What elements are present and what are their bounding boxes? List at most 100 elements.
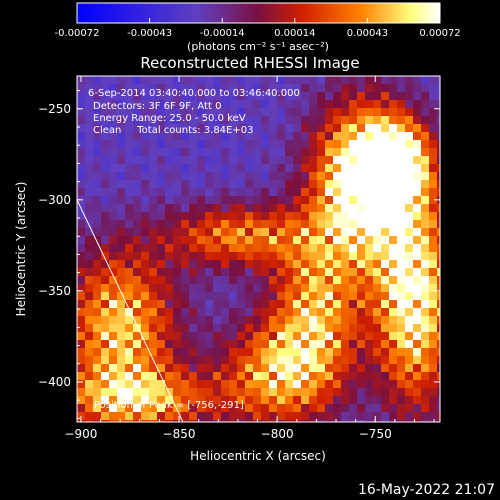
heatmap-cell bbox=[389, 84, 397, 92]
heatmap-cell bbox=[333, 316, 341, 324]
heatmap-cell bbox=[77, 300, 85, 308]
heatmap-cell bbox=[373, 204, 381, 212]
heatmap-cell bbox=[213, 236, 221, 244]
heatmap-cell bbox=[277, 300, 285, 308]
heatmap-cell bbox=[277, 148, 285, 156]
heatmap-cell bbox=[205, 148, 213, 156]
heatmap-cell bbox=[85, 172, 93, 180]
heatmap-cell bbox=[421, 76, 429, 84]
heatmap-cell bbox=[125, 364, 133, 372]
heatmap-cell bbox=[109, 204, 117, 212]
heatmap-cell bbox=[149, 204, 157, 212]
heatmap-cell bbox=[157, 332, 165, 340]
heatmap-cell bbox=[333, 396, 341, 404]
heatmap-cell bbox=[189, 420, 197, 422]
heatmap-cell bbox=[405, 356, 413, 364]
heatmap-cell bbox=[285, 404, 293, 412]
heatmap-cell bbox=[253, 420, 261, 422]
heatmap-cell bbox=[301, 92, 309, 100]
heatmap-cell bbox=[173, 228, 181, 236]
heatmap-cell bbox=[77, 148, 85, 156]
heatmap-cell bbox=[93, 204, 101, 212]
heatmap-cell bbox=[245, 268, 253, 276]
heatmap-cell bbox=[77, 244, 85, 252]
heatmap-cell bbox=[421, 268, 429, 276]
heatmap-cell bbox=[157, 276, 165, 284]
heatmap-cell bbox=[85, 348, 93, 356]
heatmap-cell bbox=[429, 156, 437, 164]
heatmap-cell bbox=[149, 276, 157, 284]
heatmap-cell bbox=[325, 388, 333, 396]
heatmap-cell bbox=[237, 324, 245, 332]
heatmap-cell bbox=[157, 348, 165, 356]
heatmap-cell bbox=[405, 268, 413, 276]
heatmap-cell bbox=[125, 404, 133, 412]
heatmap-cell bbox=[437, 108, 440, 116]
heatmap-cell bbox=[397, 276, 405, 284]
heatmap-cell bbox=[77, 284, 85, 292]
heatmap-cell bbox=[165, 276, 173, 284]
heatmap-cell bbox=[317, 180, 325, 188]
heatmap-cell bbox=[389, 204, 397, 212]
heatmap-cell bbox=[125, 332, 133, 340]
heatmap-cell bbox=[341, 228, 349, 236]
heatmap-cell bbox=[181, 164, 189, 172]
heatmap-cell bbox=[405, 300, 413, 308]
heatmap-cell bbox=[309, 244, 317, 252]
heatmap-cell bbox=[357, 76, 365, 84]
heatmap-cell bbox=[253, 412, 261, 420]
heatmap-cell bbox=[221, 332, 229, 340]
heatmap-cell bbox=[261, 316, 269, 324]
heatmap-cell bbox=[229, 284, 237, 292]
heatmap-cell bbox=[117, 244, 125, 252]
heatmap-cell bbox=[397, 124, 405, 132]
heatmap-cell bbox=[261, 380, 269, 388]
heatmap-cell bbox=[245, 124, 253, 132]
heatmap-cell bbox=[285, 364, 293, 372]
heatmap-cell bbox=[85, 372, 93, 380]
heatmap-cell bbox=[237, 244, 245, 252]
heatmap-cell bbox=[189, 396, 197, 404]
heatmap-cell bbox=[189, 132, 197, 140]
heatmap-cell bbox=[101, 372, 109, 380]
colorbar-ticks: -0.00072 -0.00043 -0.00014 0.00014 0.00043 0.… bbox=[55, 18, 461, 39]
heatmap-cell bbox=[165, 204, 173, 212]
heatmap-cell bbox=[85, 244, 93, 252]
heatmap-cell bbox=[213, 364, 221, 372]
heatmap-cell bbox=[205, 276, 213, 284]
heatmap-cell bbox=[413, 244, 421, 252]
heatmap-cell bbox=[309, 356, 317, 364]
heatmap-cell bbox=[141, 300, 149, 308]
heatmap-cell bbox=[117, 332, 125, 340]
heatmap-cell bbox=[269, 92, 277, 100]
heatmap-cell bbox=[141, 388, 149, 396]
heatmap-cell bbox=[189, 172, 197, 180]
heatmap-cell bbox=[269, 116, 277, 124]
heatmap-cell bbox=[277, 140, 285, 148]
heatmap-cell bbox=[381, 156, 389, 164]
heatmap-cell bbox=[109, 228, 117, 236]
heatmap-cell bbox=[229, 396, 237, 404]
heatmap-cell bbox=[93, 84, 101, 92]
heatmap-cell bbox=[101, 244, 109, 252]
heatmap-cell bbox=[237, 356, 245, 364]
heatmap-cell bbox=[373, 124, 381, 132]
heatmap-cell bbox=[165, 156, 173, 164]
heatmap-cell bbox=[437, 292, 440, 300]
heatmap-cell bbox=[165, 148, 173, 156]
heatmap-cell bbox=[101, 412, 109, 420]
heatmap-cell bbox=[429, 380, 437, 388]
heatmap-cell bbox=[285, 132, 293, 140]
heatmap-cell bbox=[77, 180, 85, 188]
heatmap-cell bbox=[133, 324, 141, 332]
heatmap-cell bbox=[125, 84, 133, 92]
heatmap-cell bbox=[349, 340, 357, 348]
heatmap-cell bbox=[373, 236, 381, 244]
heatmap-cell bbox=[397, 404, 405, 412]
heatmap-cell bbox=[317, 276, 325, 284]
heatmap-cell bbox=[237, 308, 245, 316]
heatmap-cell bbox=[285, 164, 293, 172]
heatmap-cell bbox=[245, 220, 253, 228]
heatmap-cell bbox=[333, 76, 341, 84]
heatmap-cell bbox=[261, 204, 269, 212]
